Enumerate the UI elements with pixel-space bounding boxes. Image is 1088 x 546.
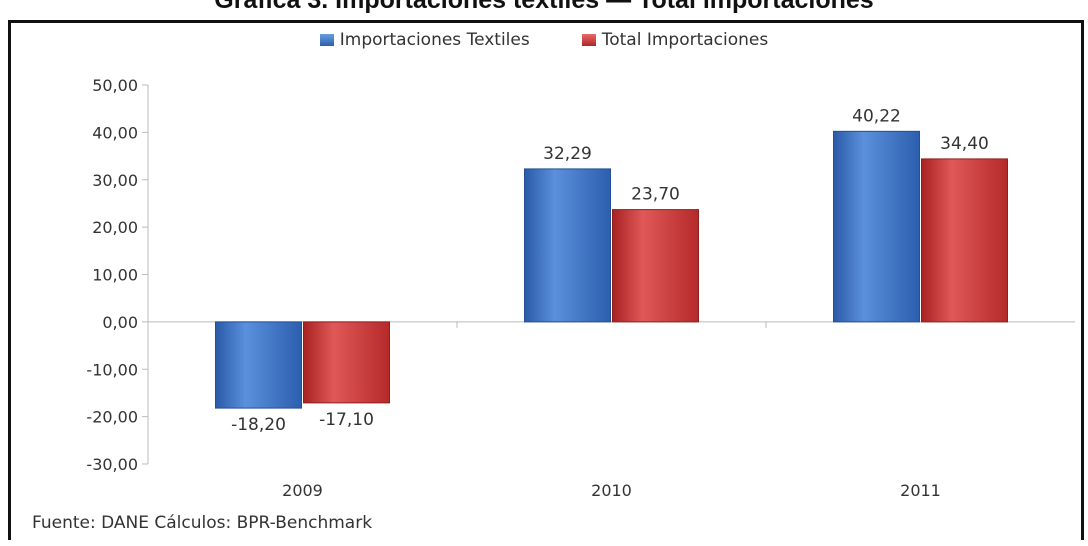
x-tick-label: 2009 (282, 481, 323, 500)
bar-textiles-2010 (524, 168, 611, 323)
y-tick-label: 0,00 (102, 313, 138, 332)
data-label-textiles-2011: 40,22 (852, 106, 901, 126)
bar-textiles-2011 (833, 130, 920, 323)
y-tick-label: 10,00 (92, 266, 138, 285)
x-tick-label: 2010 (591, 481, 632, 500)
data-labels: -18,20 -17,10 32,29 23,70 40,22 34,40 (231, 106, 989, 435)
axes: 50,00 40,00 30,00 20,00 10,00 0,00 -10,00 -20,0… (86, 76, 1075, 500)
y-tick-label: -20,00 (86, 408, 138, 427)
data-label-total-2010: 23,70 (631, 185, 680, 205)
x-tick-label: 2011 (900, 481, 941, 500)
bars (215, 130, 1008, 409)
legend-swatch-total (581, 34, 596, 46)
chart-frame (8, 20, 1084, 540)
bar-textiles-2009 (215, 321, 302, 409)
legend: Importaciones Textiles Total Importacion… (0, 30, 1088, 50)
legend-item-textiles: Importaciones Textiles (319, 30, 530, 50)
bar-total-2011 (921, 158, 1008, 323)
y-tick-label: 20,00 (92, 218, 138, 237)
legend-swatch-textiles (319, 34, 334, 46)
bar-total-2009 (303, 321, 390, 404)
y-tick-label: 30,00 (92, 171, 138, 190)
data-label-textiles-2010: 32,29 (543, 144, 592, 164)
source-note: Fuente: DANE Cálculos: BPR-Benchmark (32, 513, 373, 533)
data-label-textiles-2009: -18,20 (231, 415, 286, 435)
data-label-total-2011: 34,40 (940, 134, 989, 154)
y-tick-label: -30,00 (86, 455, 138, 474)
chart-title: Gráfica 3. Importaciones textiles — Tota… (214, 0, 874, 14)
data-label-total-2009: -17,10 (319, 410, 374, 430)
y-tick-label: -10,00 (86, 360, 138, 379)
legend-label-textiles: Importaciones Textiles (339, 30, 530, 50)
legend-label-total: Total Importaciones (601, 30, 769, 50)
legend-item-total: Total Importaciones (581, 30, 769, 50)
y-tick-label: 50,00 (92, 76, 138, 95)
y-tick-label: 40,00 (92, 123, 138, 142)
bar-total-2010 (612, 209, 699, 323)
